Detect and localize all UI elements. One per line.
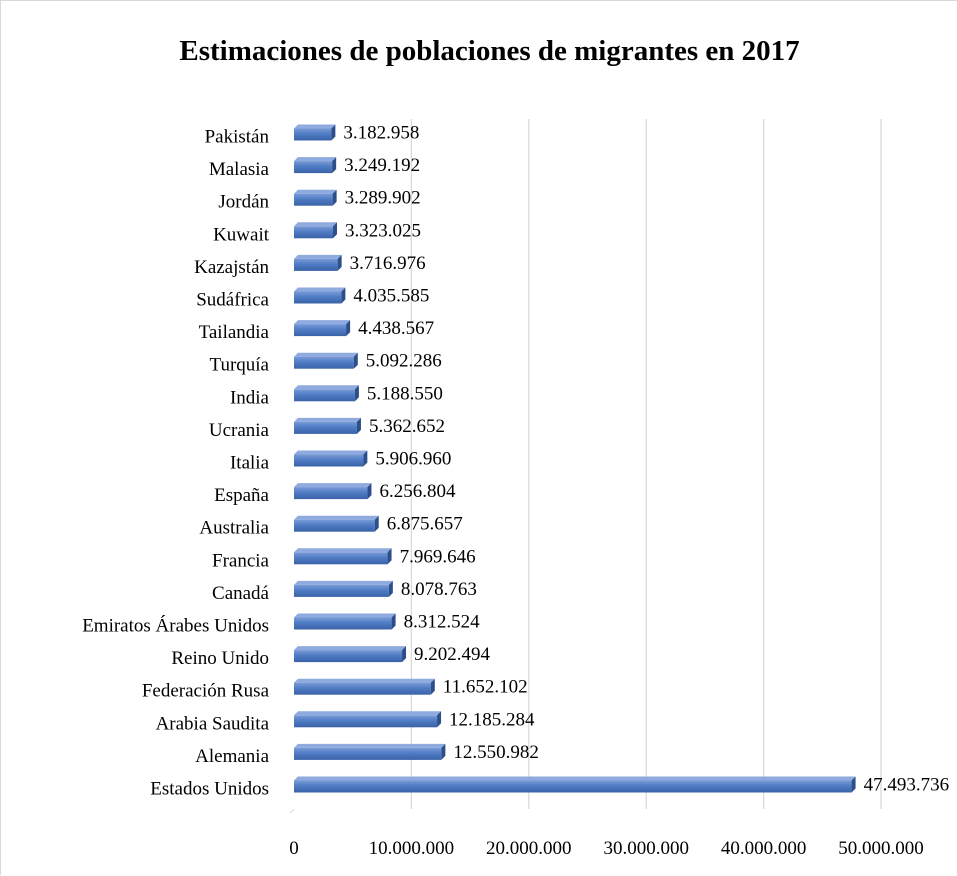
data-label: 12.550.982: [453, 742, 538, 763]
bar: [294, 483, 372, 500]
bar: [294, 646, 407, 663]
data-label: 5.906.960: [375, 449, 451, 470]
x-tick-label: 40.000.000: [721, 838, 807, 859]
bar: [294, 124, 336, 141]
data-label: 3.249.192: [344, 155, 420, 176]
bar: [294, 580, 393, 597]
category-label: Australia: [199, 518, 269, 539]
bar: [294, 222, 338, 239]
data-label: 8.312.524: [404, 612, 481, 633]
category-label: Estados Unidos: [150, 779, 269, 800]
bar: [294, 385, 359, 402]
x-tick-label: 50.000.000: [838, 838, 924, 859]
bar: [294, 776, 856, 793]
category-label: Canadá: [212, 583, 270, 604]
category-label: Alemania: [195, 746, 269, 767]
bar: [294, 189, 337, 206]
data-label: 47.493.736: [864, 775, 950, 796]
category-label: Kazajstán: [194, 257, 269, 278]
category-label: Francia: [212, 550, 270, 571]
category-label: Arabia Saudita: [156, 713, 270, 734]
category-label: Kuwait: [213, 224, 270, 245]
data-label: 6.875.657: [387, 514, 463, 535]
bar: [294, 613, 396, 630]
category-label: Italia: [230, 453, 270, 474]
data-label: 8.078.763: [401, 579, 477, 600]
data-label: 4.035.585: [353, 286, 429, 307]
category-label: Turquía: [210, 355, 270, 376]
category-label: Ucrania: [209, 420, 270, 441]
bar: [294, 678, 435, 695]
bar: [294, 548, 392, 565]
x-tick-label: 20.000.000: [486, 838, 572, 859]
data-labels: 3.182.958 3.249.192 3.289.902 3.323.025 3.71…: [343, 123, 949, 796]
category-label: Pakistán: [205, 127, 270, 148]
category-label: Emiratos Árabes Unidos: [82, 615, 269, 637]
data-label: 3.323.025: [345, 220, 421, 241]
data-label: 5.362.652: [369, 416, 445, 437]
x-tick-label: 0: [289, 838, 299, 859]
bar: [294, 417, 361, 434]
category-labels: Pakistán Malasia Jordán Kuwait Kazajstán Sudá…: [82, 127, 270, 800]
category-label: India: [230, 387, 270, 408]
data-label: 11.652.102: [443, 677, 528, 698]
data-label: 3.182.958: [343, 123, 419, 144]
bar: [294, 287, 346, 304]
bar: [294, 320, 351, 337]
category-label: España: [214, 485, 269, 506]
category-label: Malasia: [209, 159, 270, 180]
category-label: Sudáfrica: [196, 290, 269, 311]
bar: [294, 515, 379, 532]
data-label: 3.716.976: [350, 253, 426, 274]
data-label: 12.185.284: [449, 709, 535, 730]
bars: [294, 124, 856, 793]
bar: [294, 254, 342, 271]
category-label: Federación Rusa: [142, 681, 270, 702]
bar: [294, 711, 442, 728]
data-label: 9.202.494: [414, 644, 491, 665]
category-label: Tailandia: [199, 322, 270, 343]
bar: [294, 450, 368, 467]
data-label: 7.969.646: [400, 546, 476, 567]
chart-title: Estimaciones de poblaciones de migrantes…: [179, 35, 800, 67]
category-label: Reino Unido: [171, 648, 269, 669]
x-tick-label: 10.000.000: [369, 838, 455, 859]
axis-floor: [289, 808, 295, 814]
data-label: 5.092.286: [366, 351, 442, 372]
data-label: 3.289.902: [345, 188, 421, 209]
bar: [294, 157, 337, 174]
data-label: 6.256.804: [379, 481, 456, 502]
x-tick-label: 30.000.000: [603, 838, 689, 859]
category-label: Jordán: [218, 192, 269, 213]
bar: [294, 743, 446, 760]
data-label: 4.438.567: [358, 318, 434, 339]
bar: [294, 352, 358, 369]
x-axis-tick-labels: 0 10.000.000 20.000.000 30.000.000 40.000.00…: [289, 838, 924, 859]
data-label: 5.188.550: [367, 383, 443, 404]
